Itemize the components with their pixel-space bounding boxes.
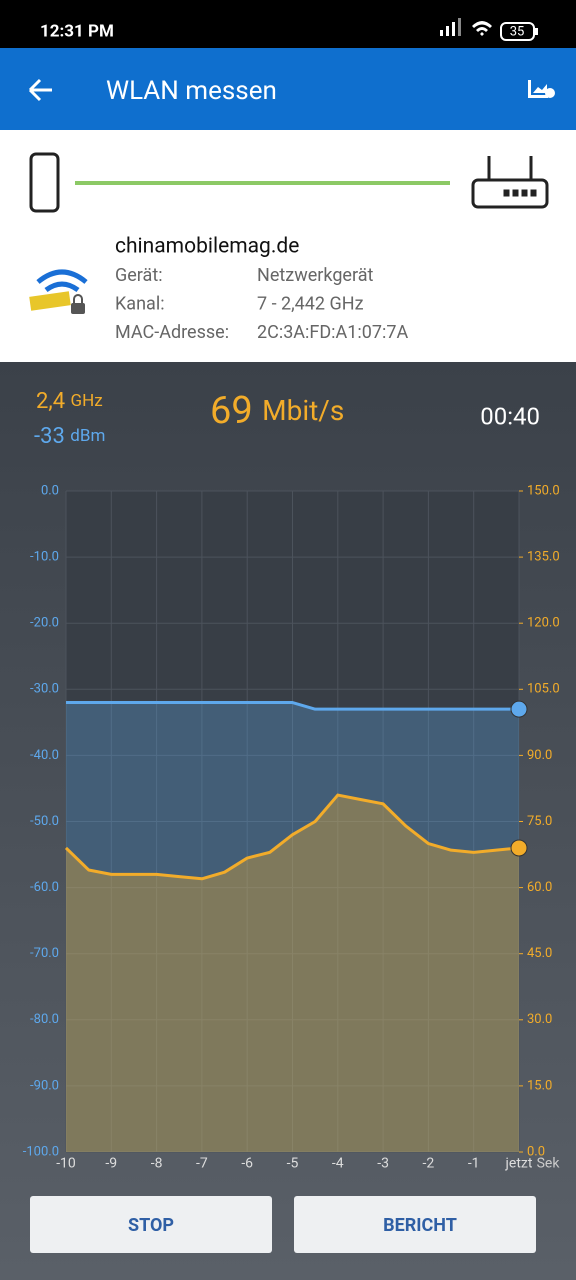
- y2-tick-label: 120.0: [527, 616, 560, 631]
- status-time: 12:31 PM: [40, 21, 114, 41]
- button[interactable]: [294, 1196, 536, 1253]
- button[interactable]: [30, 1196, 272, 1253]
- x-tick-label: -6: [241, 1156, 253, 1172]
- band-unit: GHz: [71, 391, 103, 411]
- band-value: 2,4: [36, 389, 65, 414]
- x-tick-label: -3: [377, 1156, 389, 1172]
- y-tick-label: -80.0: [30, 1012, 59, 1027]
- battery-level: 35: [510, 24, 525, 39]
- end-marker: [510, 839, 528, 857]
- y2-tick-label: 45.0: [527, 946, 552, 961]
- settings-button[interactable]: [528, 80, 555, 98]
- x-tick-label: -1: [468, 1156, 480, 1172]
- end-marker: [510, 700, 528, 718]
- field-value: 2C:3A:FD:A1:07:7A: [257, 322, 408, 343]
- y-tick-label: -100.0: [23, 1144, 59, 1159]
- x-unit-label: Sek: [537, 1156, 561, 1172]
- app-bar: [0, 48, 576, 130]
- y-tick-label: 0.0: [41, 483, 59, 498]
- x-tick-label: -10: [56, 1156, 76, 1172]
- router-icon: [471, 156, 549, 209]
- button-label[interactable]: BERICHT: [383, 1215, 457, 1236]
- y2-tick-label: 90.0: [527, 748, 552, 763]
- y2-tick-label: 0.0: [527, 1144, 545, 1159]
- timer: 00:40: [480, 402, 540, 430]
- speed-unit: Mbit/s: [262, 394, 344, 427]
- field-label: MAC-Adresse:: [115, 322, 229, 343]
- y2-tick-label: 30.0: [527, 1012, 552, 1027]
- y-tick-label: -90.0: [30, 1078, 59, 1093]
- signal-unit: dBm: [70, 426, 105, 446]
- wifi-logo: [29, 269, 88, 314]
- y2-tick-label: 105.0: [527, 682, 560, 697]
- back-button[interactable]: [28, 78, 52, 102]
- x-tick-label: jetzt: [505, 1156, 533, 1172]
- y2-tick-label: 135.0: [527, 550, 560, 565]
- info-panel: [0, 130, 576, 362]
- phone-icon: [29, 152, 60, 213]
- y2-tick-label: 150.0: [527, 483, 560, 498]
- speed-readout: 69 Mbit/s: [210, 389, 344, 433]
- field-value: 7 - 2,442 GHz: [257, 293, 364, 314]
- y-tick-label: -60.0: [30, 880, 59, 895]
- button-label[interactable]: STOP: [128, 1215, 174, 1236]
- y2-tick-label: 15.0: [527, 1078, 552, 1093]
- app-title: WLAN messen: [106, 76, 277, 106]
- area: [66, 795, 519, 1152]
- y-tick-label: -10.0: [30, 550, 59, 565]
- x-tick-label: -7: [196, 1156, 208, 1172]
- y2-tick-label: 60.0: [527, 880, 552, 895]
- field-label: Kanal:: [115, 293, 165, 314]
- field-label: Gerät:: [115, 265, 163, 286]
- x-tick-label: -4: [332, 1156, 344, 1172]
- network-name: chinamobilemag.de: [115, 235, 299, 259]
- line: [64, 793, 520, 881]
- x-tick-label: -5: [287, 1156, 299, 1172]
- x-tick-label: -8: [151, 1156, 163, 1172]
- x-tick-label: -2: [423, 1156, 435, 1172]
- y2-tick-label: 75.0: [527, 814, 552, 829]
- y-tick-label: -50.0: [30, 814, 59, 829]
- speed-value: 69: [210, 389, 253, 433]
- signal-readout: -33 dBm: [34, 424, 105, 449]
- y-tick-label: -40.0: [30, 748, 59, 763]
- y-tick-label: -70.0: [30, 946, 59, 961]
- y-tick-label: -30.0: [30, 682, 59, 697]
- band-readout: 2,4 GHz: [36, 389, 103, 414]
- y-tick-label: -20.0: [30, 616, 59, 631]
- status-icons: [440, 18, 538, 41]
- signal-value: -33: [34, 424, 65, 449]
- x-tick-label: -9: [105, 1156, 117, 1172]
- line: [66, 701, 519, 711]
- area: [66, 702, 519, 1152]
- field-value: Netzwerkgerät: [257, 265, 374, 286]
